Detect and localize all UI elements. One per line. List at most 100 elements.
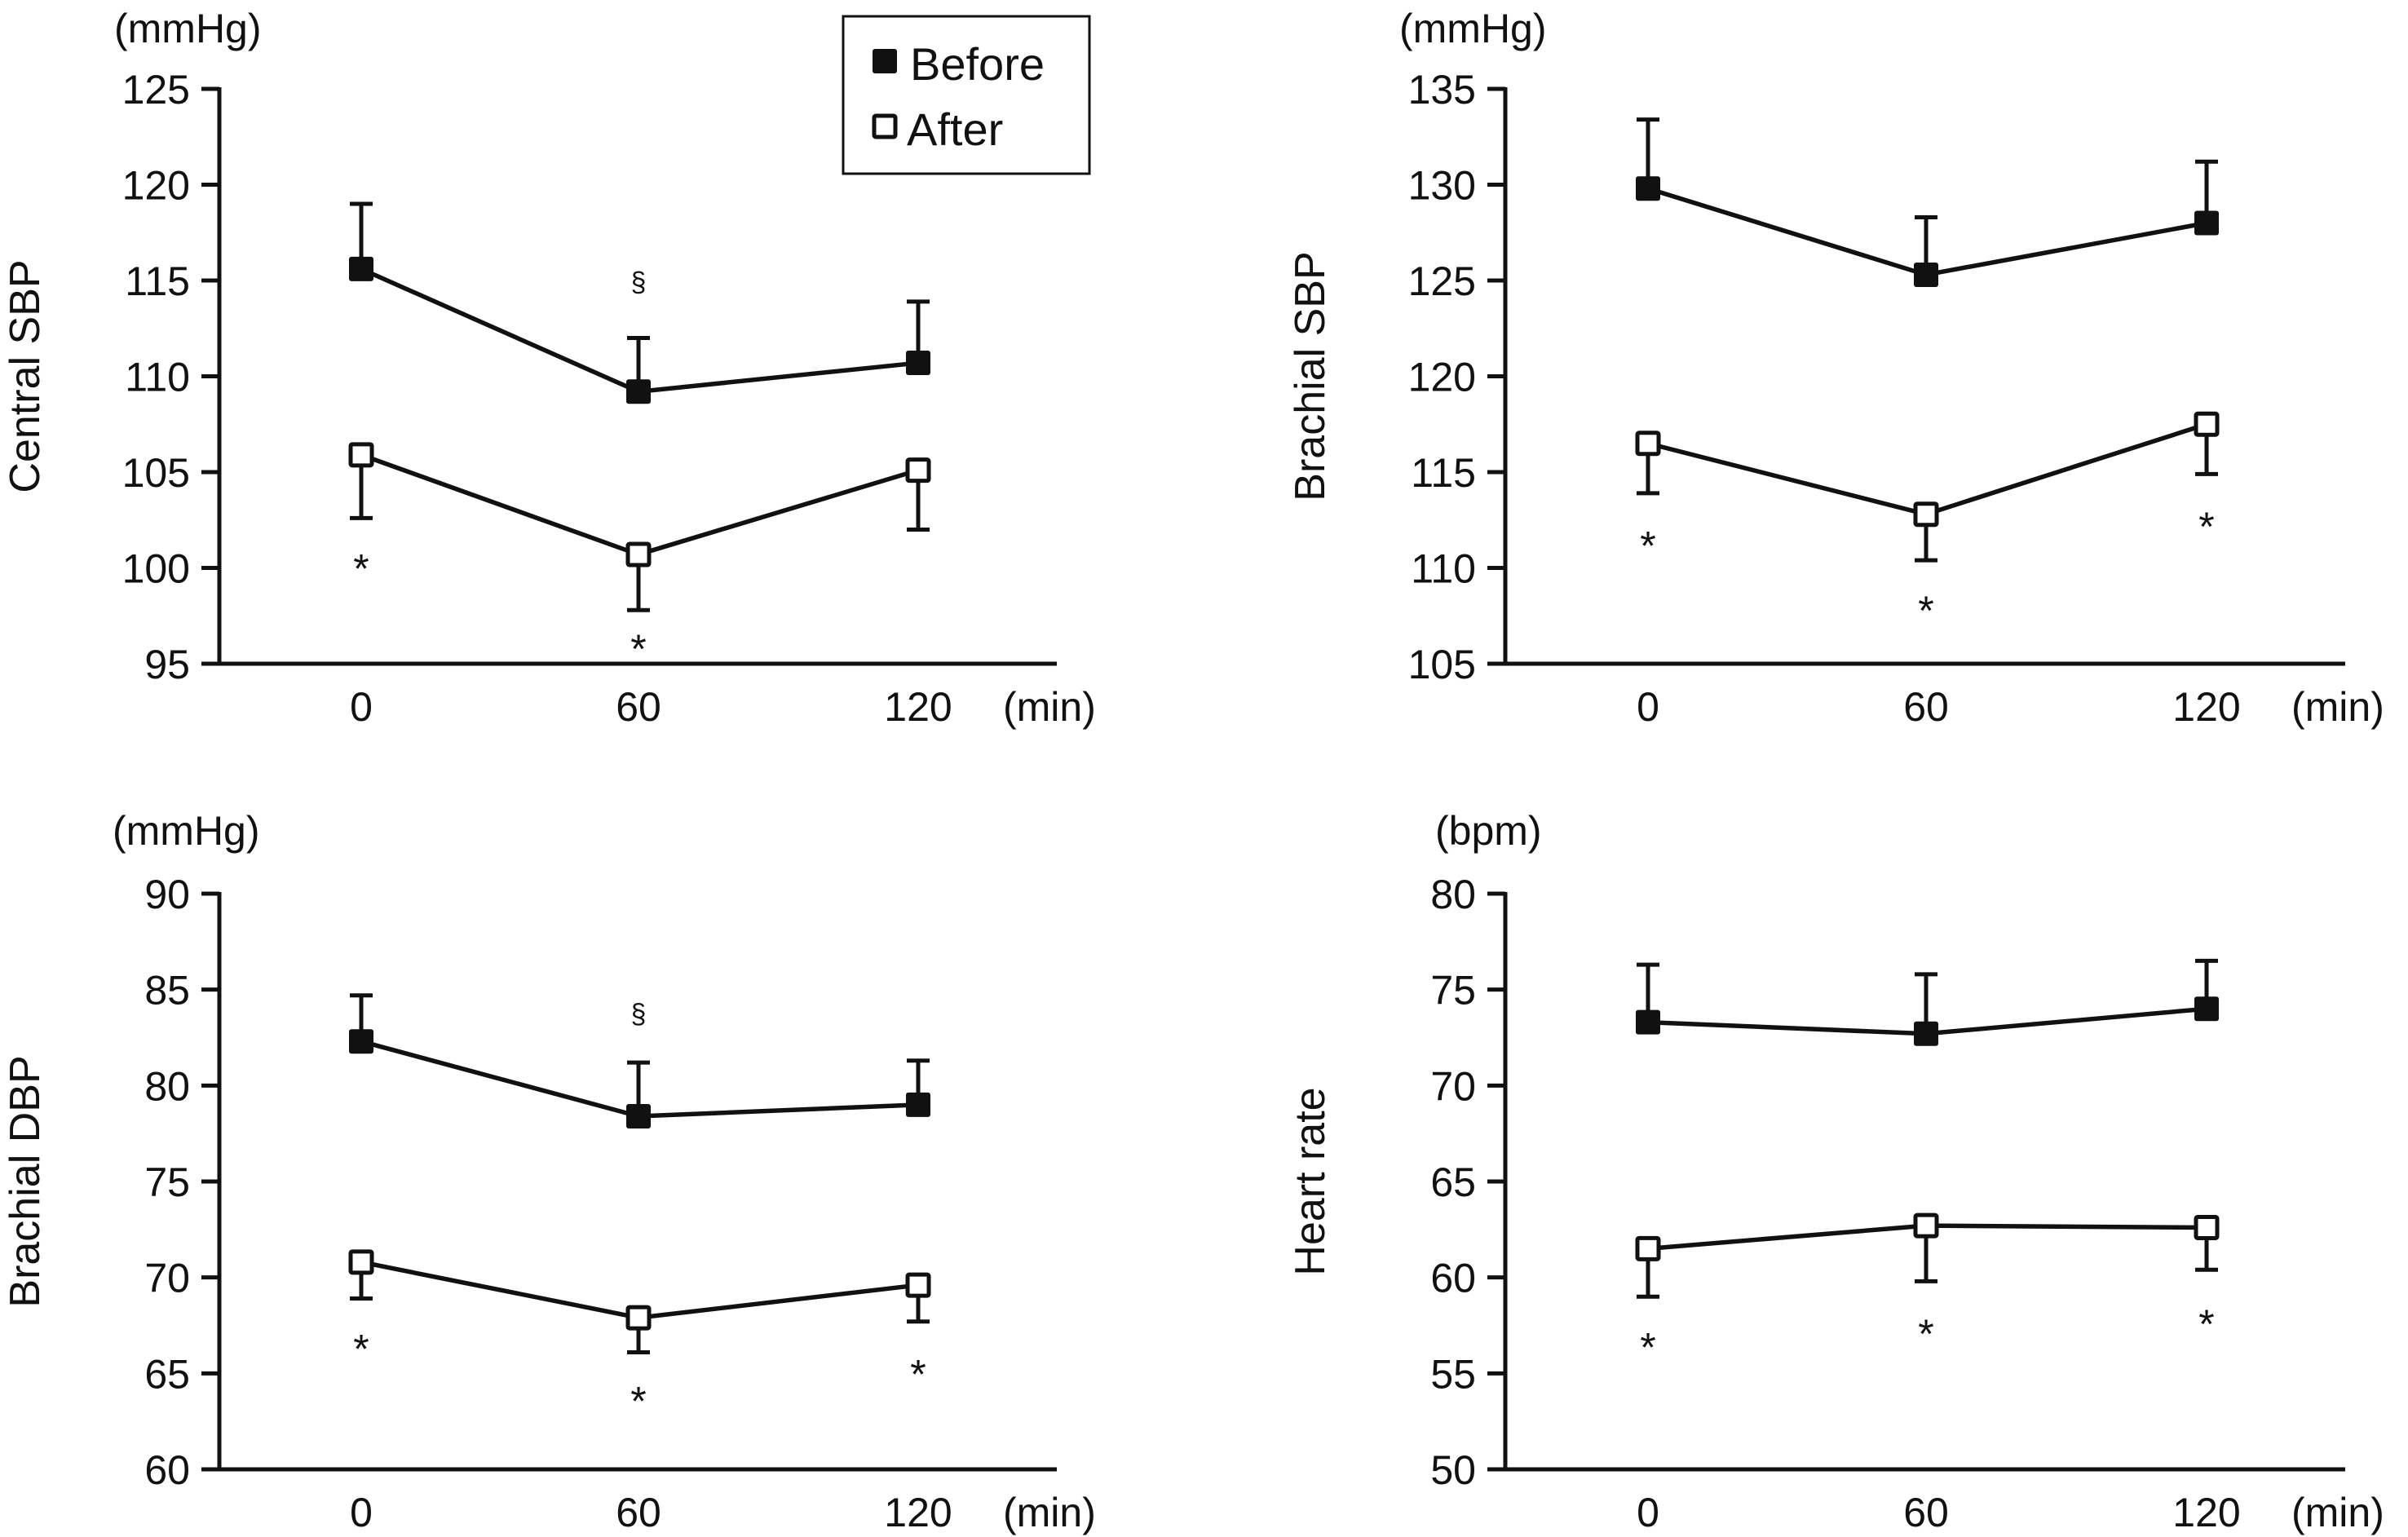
series-after (1635, 1212, 2220, 1299)
x-axis-unit-label: (min) (1003, 684, 1096, 730)
data-point-before (2194, 996, 2219, 1022)
y-tick-label: 75 (144, 1159, 190, 1205)
legend-marker-before (873, 49, 897, 73)
y-tick-label: 75 (1430, 968, 1476, 1014)
data-point-after (905, 457, 931, 484)
data-point-before (626, 379, 651, 404)
series-before (349, 201, 930, 404)
x-tick-label: 120 (884, 1490, 952, 1535)
significance-asterisk: * (1918, 588, 1933, 634)
y-tick-label: 65 (1430, 1159, 1476, 1205)
x-tick-label: 120 (884, 684, 952, 730)
x-tick-label: 60 (616, 1490, 661, 1535)
significance-asterisk: * (910, 1351, 926, 1397)
chart-panel-2: 105 110 115 120 125 130 135 0 60 120 (min) (mmHg) Br… (1287, 6, 2384, 730)
data-point-before (906, 351, 930, 376)
legend-marker-after (872, 113, 898, 139)
y-tick-label: 80 (144, 1063, 190, 1109)
data-point-after (625, 1305, 652, 1331)
x-tick-label: 0 (350, 684, 373, 730)
data-point-after (1913, 501, 1939, 528)
significance-asterisk: * (1918, 1311, 1933, 1357)
data-point-before (2194, 210, 2219, 236)
y-tick-label: 60 (1430, 1256, 1476, 1301)
x-tick-label: 60 (1903, 1490, 1949, 1535)
data-point-before (1636, 1009, 1660, 1035)
x-tick-label: 120 (2172, 684, 2240, 730)
x-tick-label: 60 (1903, 684, 1949, 730)
y-tick-label: 70 (144, 1256, 190, 1301)
y-tick-label: 115 (125, 258, 190, 304)
y-tick-label: 120 (122, 163, 190, 209)
y-axis-unit-label: (mmHg) (113, 808, 260, 854)
series-after (1635, 411, 2220, 563)
x-tick-label: 120 (2172, 1490, 2240, 1535)
y-tick-label: 90 (144, 872, 190, 917)
data-point-after (905, 1272, 931, 1298)
data-point-before (1914, 1021, 1938, 1046)
data-point-before (1636, 176, 1660, 201)
series-after (348, 442, 931, 612)
data-point-after (625, 541, 652, 568)
x-tick-label: 0 (1637, 684, 1659, 730)
y-axis-unit-label: (bpm) (1435, 808, 1542, 854)
y-tick-label: 120 (1408, 355, 1476, 400)
chart-panel-3: 60 65 70 75 80 85 90 0 60 120 (min) (mmHg) Brachial … (2, 808, 1096, 1535)
data-point-before (349, 1029, 373, 1054)
significance-section-mark: § (631, 999, 647, 1030)
series-after (348, 1249, 931, 1354)
significance-asterisk: * (353, 1327, 369, 1372)
y-axis-title: Central SBP (2, 259, 49, 492)
y-tick-label: 80 (1430, 872, 1476, 917)
data-point-after (348, 1249, 374, 1275)
series-before (349, 993, 930, 1128)
significance-asterisk: * (630, 626, 646, 672)
series-before (1636, 117, 2219, 287)
y-tick-label: 125 (1408, 258, 1476, 304)
y-axis-unit-label: (mmHg) (114, 6, 262, 51)
y-tick-label: 125 (122, 67, 190, 113)
y-tick-label: 50 (1430, 1447, 1476, 1493)
y-tick-label: 130 (1408, 163, 1476, 209)
y-tick-label: 70 (1430, 1063, 1476, 1109)
panels: 95 100 105 110 115 120 125 0 60 120 (min) (mmHg) Cen… (2, 6, 2384, 1535)
chart-panel-4: 50 55 60 65 70 75 80 0 60 120 (min) (bpm) Heart rate… (1287, 808, 2384, 1535)
data-point-before (349, 256, 373, 281)
y-tick-label: 110 (125, 355, 190, 400)
y-tick-label: 105 (122, 450, 190, 496)
y-tick-label: 85 (144, 968, 190, 1014)
y-axis-title: Heart rate (1287, 1087, 1334, 1275)
x-tick-label: 60 (616, 684, 661, 730)
y-tick-label: 135 (1408, 67, 1476, 113)
y-tick-label: 60 (144, 1447, 190, 1493)
legend: Before After (842, 15, 1091, 175)
y-tick-label: 55 (1430, 1351, 1476, 1397)
x-axis-unit-label: (min) (2291, 684, 2384, 730)
y-tick-label: 100 (122, 546, 190, 592)
series-line (360, 453, 919, 557)
y-axis-title: Brachial DBP (2, 1055, 49, 1307)
significance-asterisk: * (630, 1378, 646, 1424)
x-tick-label: 0 (1637, 1490, 1659, 1535)
y-axis-unit-label: (mmHg) (1399, 6, 1547, 51)
legend-box (842, 15, 1091, 175)
legend-label-before: Before (910, 38, 1045, 90)
significance-asterisk: * (1640, 523, 1655, 568)
significance-asterisk: * (353, 546, 369, 592)
data-point-after (1635, 1235, 1661, 1261)
x-tick-label: 0 (350, 1490, 373, 1535)
legend-label-after: After (907, 104, 1003, 155)
data-point-before (626, 1103, 651, 1128)
y-axis-title: Brachial SBP (1287, 251, 1334, 501)
y-tick-label: 65 (144, 1351, 190, 1397)
data-point-after (2194, 411, 2220, 437)
significance-asterisk: * (2198, 504, 2214, 550)
y-tick-label: 105 (1408, 642, 1476, 687)
x-axis-unit-label: (min) (2291, 1490, 2384, 1535)
significance-asterisk: * (1640, 1324, 1655, 1370)
significance-section-mark: § (631, 267, 647, 298)
series-line (1647, 422, 2207, 517)
y-tick-label: 115 (1411, 450, 1476, 496)
y-tick-label: 95 (144, 642, 190, 687)
